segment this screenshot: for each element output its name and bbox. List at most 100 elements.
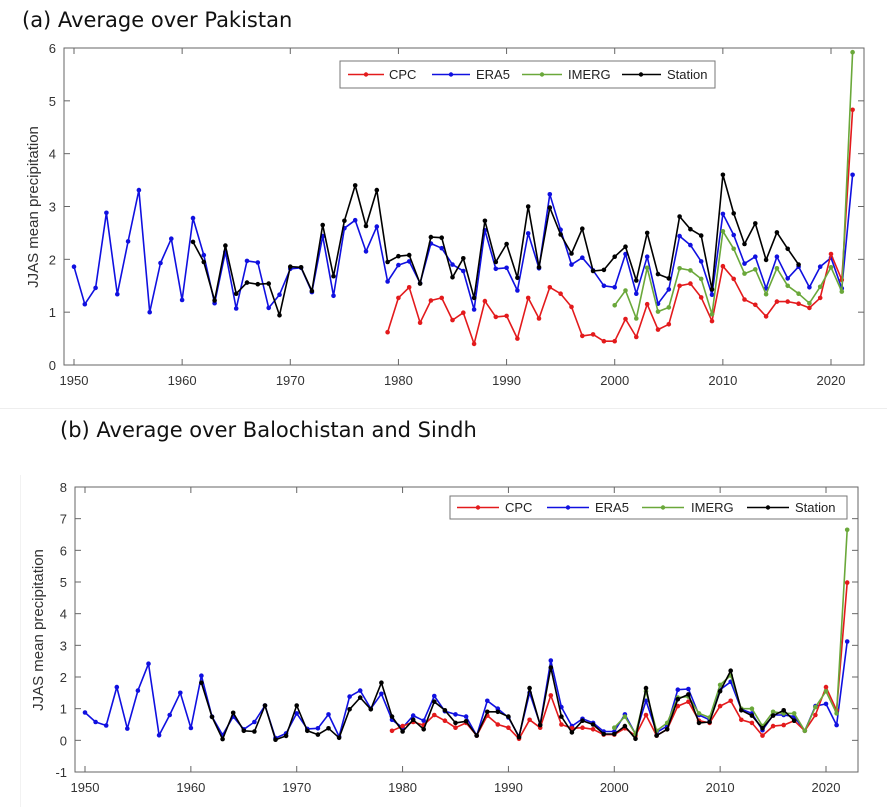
- data-point-station-1978: [379, 680, 384, 685]
- data-point-station-2002: [634, 278, 639, 283]
- data-point-era5-1974: [331, 293, 336, 299]
- data-point-station-2009: [707, 719, 712, 725]
- data-point-era5-1999: [601, 283, 607, 289]
- data-point-era5-1969: [277, 292, 282, 298]
- data-point-station-1969: [277, 313, 282, 318]
- y-tick-label: 0: [60, 733, 67, 748]
- data-point-station-2011: [728, 668, 733, 673]
- data-point-station-1982: [417, 281, 423, 286]
- data-point-cpc-2003: [643, 712, 649, 718]
- legend-b: CPC ERA5 IMERG Station: [449, 495, 848, 520]
- data-point-station-1986: [463, 719, 469, 724]
- y-tick-label: 5: [49, 94, 56, 109]
- data-point-cpc-1979: [389, 728, 395, 734]
- data-point-cpc-1992: [527, 717, 532, 723]
- data-point-era5-1956: [146, 661, 151, 666]
- data-point-station-1963: [220, 736, 225, 742]
- data-point-station-1996: [569, 251, 574, 256]
- data-point-era5-1961: [190, 215, 196, 221]
- data-point-station-1975: [342, 218, 347, 224]
- data-point-cpc-2015: [770, 723, 776, 729]
- data-point-cpc-1990: [504, 313, 509, 319]
- data-point-station-1997: [580, 226, 585, 231]
- data-point-cpc-2022: [850, 107, 855, 113]
- data-point-cpc-2019: [817, 295, 823, 301]
- data-point-imerg-2015: [774, 266, 780, 271]
- data-point-era5-1966: [252, 719, 257, 725]
- data-point-cpc-1989: [495, 722, 501, 727]
- data-point-cpc-1998: [590, 332, 596, 337]
- data-point-station-1992: [525, 204, 531, 209]
- data-point-station-1984: [442, 708, 448, 713]
- data-point-station-2015: [774, 230, 780, 235]
- data-point-station-1989: [495, 709, 501, 715]
- data-point-cpc-2011: [728, 698, 733, 704]
- data-point-era5-1952: [93, 285, 98, 291]
- y-tick-label: 4: [49, 147, 56, 162]
- data-point-era5-2010: [720, 211, 726, 217]
- data-point-station-1990: [504, 241, 509, 247]
- data-point-era5-1958: [167, 712, 172, 718]
- data-point-station-1994: [548, 665, 554, 670]
- data-point-era5-2015: [774, 254, 780, 259]
- data-point-station-1977: [363, 223, 369, 229]
- data-point-era5-1951: [93, 719, 98, 725]
- data-point-station-1989: [493, 259, 499, 265]
- data-point-station-1965: [233, 291, 239, 297]
- data-point-cpc-1982: [417, 320, 423, 326]
- data-point-cpc-2009: [709, 318, 715, 324]
- series-line-station: [200, 666, 795, 741]
- data-point-cpc-2013: [753, 302, 758, 308]
- data-point-imerg-2020: [823, 689, 829, 694]
- data-point-station-2010: [717, 689, 723, 694]
- data-point-cpc-1983: [428, 298, 434, 303]
- data-point-era5-2007: [688, 242, 693, 248]
- data-point-imerg-2009: [709, 312, 715, 317]
- x-tick-label: 1980: [388, 780, 417, 795]
- data-point-era5-1967: [255, 260, 261, 265]
- data-point-station-1966: [252, 729, 257, 734]
- x-tick-label: 1990: [492, 373, 521, 388]
- data-point-cpc-2001: [623, 316, 628, 322]
- data-point-era5-1951: [82, 301, 88, 307]
- data-point-cpc-1998: [590, 727, 596, 732]
- data-point-station-1973: [320, 222, 326, 228]
- y-tick-label: 1: [60, 702, 67, 717]
- data-point-era5-1962: [201, 252, 207, 258]
- data-point-era5-1956: [136, 187, 142, 193]
- x-tick-label: 2000: [600, 373, 629, 388]
- data-point-cpc-2014: [760, 733, 765, 738]
- data-point-cpc-2019: [813, 712, 818, 718]
- data-point-station-2008: [698, 233, 704, 238]
- data-point-station-2004: [655, 271, 661, 277]
- data-point-imerg-2014: [763, 291, 769, 297]
- data-point-station-1961: [190, 239, 196, 245]
- y-tick-label: -1: [55, 765, 67, 780]
- series-line-cpc: [386, 109, 854, 345]
- data-point-station-1998: [590, 722, 596, 727]
- data-point-station-2006: [675, 696, 681, 702]
- data-point-imerg-2021: [839, 289, 845, 294]
- data-point-era5-2006: [675, 687, 681, 692]
- data-point-era5-1968: [266, 305, 272, 311]
- data-point-station-1985: [450, 275, 455, 280]
- data-point-era5-1966: [244, 258, 250, 264]
- legend-entry-station: Station: [622, 67, 707, 82]
- data-point-station-1983: [428, 234, 434, 240]
- data-point-station-1973: [326, 726, 331, 731]
- x-tick-label: 1970: [282, 780, 311, 795]
- data-point-cpc-2012: [739, 717, 744, 723]
- data-point-era5-1960: [179, 297, 185, 303]
- data-point-era5-1975: [347, 694, 352, 699]
- data-point-cpc-1995: [558, 291, 563, 297]
- y-tick-label: 7: [60, 512, 67, 527]
- data-point-era5-1954: [125, 726, 130, 731]
- data-point-imerg-2022: [844, 527, 850, 533]
- data-point-station-2009: [709, 287, 715, 292]
- x-tick-label: 2010: [708, 373, 737, 388]
- data-point-cpc-2007: [688, 281, 693, 286]
- data-point-station-1972: [309, 288, 315, 294]
- data-point-station-1988: [482, 218, 488, 224]
- data-point-era5-1982: [421, 718, 427, 723]
- data-point-station-2011: [731, 211, 736, 216]
